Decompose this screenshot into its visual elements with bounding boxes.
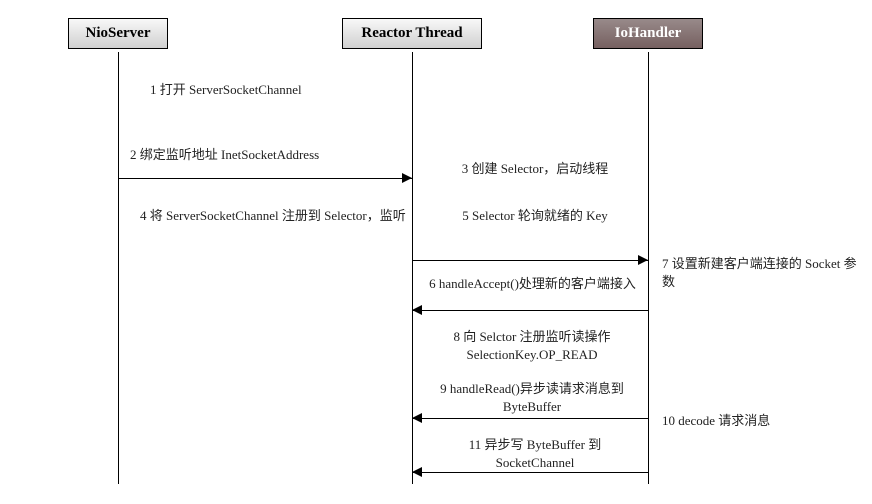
participant-box-reactor: Reactor Thread: [342, 18, 482, 49]
msg-9-label: 9 handleRead()异步读请求消息到 ByteBuffer: [422, 380, 642, 415]
arrow-2-head: [402, 173, 412, 183]
msg-1-label: 1 打开 ServerSocketChannel: [150, 81, 390, 99]
msg-2-label: 2 绑定监听地址 InetSocketAddress: [130, 146, 400, 164]
arrow-9: [412, 418, 648, 419]
arrow-11: [412, 472, 648, 473]
arrow-5: [412, 260, 648, 261]
msg-7-label: 7 设置新建客户端连接的 Socket 参数: [662, 255, 862, 290]
msg-5-label: 5 Selector 轮询就绪的 Key: [430, 207, 640, 225]
participant-label: Reactor Thread: [361, 25, 462, 41]
msg-11-label: 11 异步写 ByteBuffer 到 SocketChannel: [430, 436, 640, 471]
lifeline-nioserver: [118, 52, 119, 484]
arrow-5-head: [638, 255, 648, 265]
participant-label: NioServer: [86, 25, 151, 41]
lifeline-iohandler: [648, 52, 649, 484]
participant-box-nioserver: NioServer: [68, 18, 168, 49]
participant-label: IoHandler: [615, 25, 682, 41]
participant-box-iohandler: IoHandler: [593, 18, 703, 49]
msg-3-label: 3 创建 Selector，启动线程: [430, 160, 640, 178]
arrow-6: [412, 310, 648, 311]
arrow-6-head: [412, 305, 422, 315]
msg-10-label: 10 decode 请求消息: [662, 412, 862, 430]
msg-8-label: 8 向 Selctor 注册监听读操作 SelectionKey.OP_READ: [422, 328, 642, 363]
arrow-9-head: [412, 413, 422, 423]
arrow-11-head: [412, 467, 422, 477]
msg-9-text: 9 handleRead()异步读请求消息到 ByteBuffer: [440, 381, 624, 414]
arrow-2: [118, 178, 412, 179]
msg-6-label: 6 handleAccept()处理新的客户端接入: [425, 275, 640, 293]
msg-4-label: 4 将 ServerSocketChannel 注册到 Selector，监听: [140, 207, 410, 225]
msg-7-text: 7 设置新建客户端连接的 Socket 参数: [662, 256, 857, 289]
